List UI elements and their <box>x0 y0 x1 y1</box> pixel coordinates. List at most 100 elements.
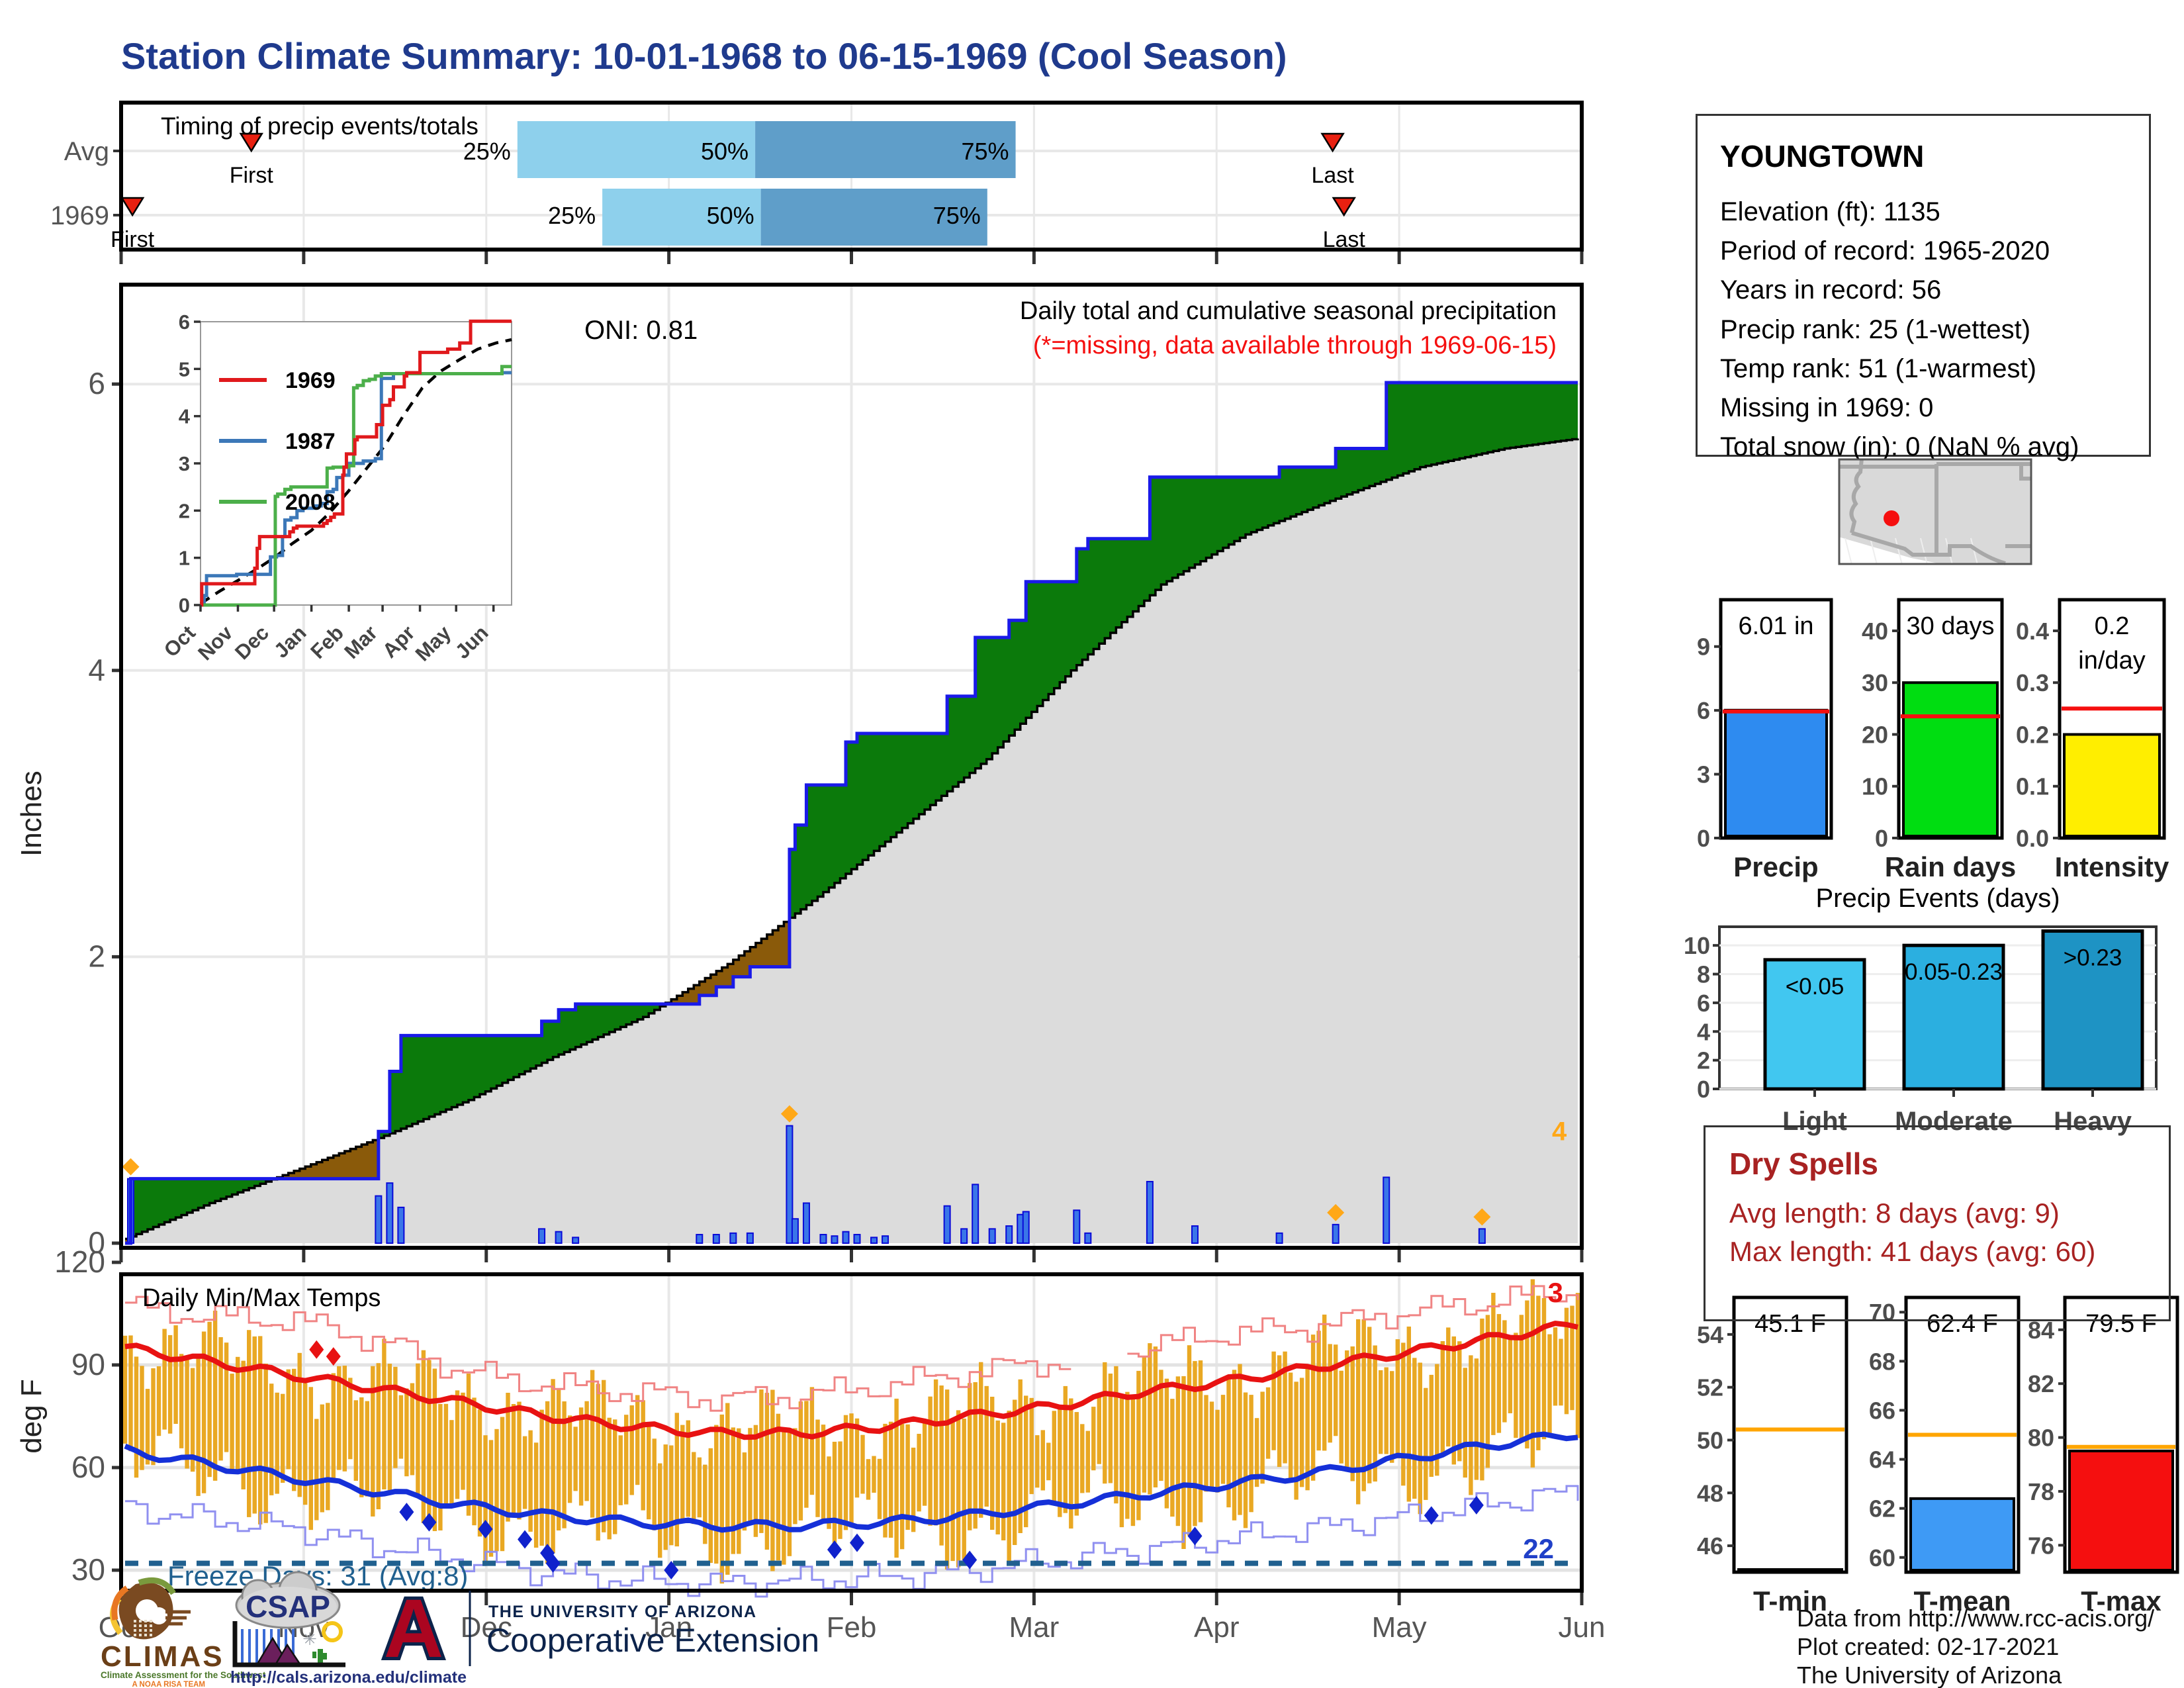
svg-text:82: 82 <box>2028 1370 2054 1397</box>
climas-sub: A NOAA RISA TEAM <box>132 1681 205 1688</box>
record-low-marker <box>827 1540 842 1559</box>
missing-flag-diamond <box>1327 1203 1345 1221</box>
svg-text:5: 5 <box>179 357 190 381</box>
svg-text:54: 54 <box>1697 1321 1723 1348</box>
month-label: Jan <box>645 1611 692 1644</box>
mini-xlabel-precip: Precip <box>1733 851 1818 882</box>
svg-text:52: 52 <box>1697 1374 1723 1401</box>
row-label: Avg <box>64 137 109 166</box>
event-range-label: >0.23 <box>2064 945 2122 971</box>
last-event-marker <box>1320 132 1345 153</box>
record-low-line <box>125 1485 1579 1598</box>
month-label: Mar <box>1009 1611 1059 1644</box>
mini-chart-t-min: 46 48 50 52 54 45.1 F T-min <box>1697 1295 1848 1617</box>
main-chart-subtitle: (*=missing, data available through 1969-… <box>1033 332 1557 359</box>
daily-precip-bars <box>122 1105 1491 1244</box>
svg-text:40: 40 <box>1862 618 1888 645</box>
svg-text:8: 8 <box>1697 961 1710 988</box>
inset-average-line <box>199 338 512 605</box>
station-info-line: Precip rank: 25 (1-wettest) <box>1720 314 2031 344</box>
mini-bar-t-max <box>2068 1449 2174 1571</box>
record-low-marker <box>545 1554 561 1573</box>
event-range-label: <0.05 <box>1786 974 1844 1000</box>
record-low-count: 22 <box>1523 1533 1554 1564</box>
map-border <box>1838 458 2032 565</box>
svg-text:2: 2 <box>179 499 190 522</box>
svg-text:60: 60 <box>71 1450 105 1484</box>
svg-text:3: 3 <box>179 452 190 475</box>
record-low-marker <box>1424 1506 1439 1525</box>
station-info-line: Missing in 1969: 0 <box>1720 393 1934 422</box>
mini-xlabel-t-max: T-max <box>2081 1585 2161 1617</box>
record-high-count: 3 <box>1548 1277 1563 1308</box>
missing-flag-diamond <box>780 1105 798 1123</box>
record-low-marker <box>1187 1526 1203 1546</box>
svg-text:2: 2 <box>1697 1047 1710 1074</box>
svg-text:0.1: 0.1 <box>2016 773 2049 800</box>
svg-text:46: 46 <box>1697 1532 1723 1560</box>
month-label: Apr <box>1194 1611 1239 1644</box>
station-info-line: Years in record: 56 <box>1720 275 1942 305</box>
station-dot <box>1884 510 1899 526</box>
main-x-ticks <box>119 1248 1584 1262</box>
svg-text:Mar: Mar <box>340 621 382 663</box>
average-cumulative-outline <box>125 438 1579 1241</box>
svg-text:0.3: 0.3 <box>2016 669 2049 696</box>
svg-text:6: 6 <box>88 366 105 400</box>
station-info-box: YOUNGTOWN Elevation (ft): 1135 Period of … <box>1696 114 2151 461</box>
record-high-line <box>125 1285 1579 1412</box>
dry-spells-line: Avg length: 8 days (avg: 9) <box>1729 1197 2060 1229</box>
event-category-label: Moderate <box>1895 1107 2013 1136</box>
map-ocean <box>1839 537 1944 565</box>
average-high-line <box>124 1321 1578 1440</box>
station-name: YOUNGTOWN <box>1720 139 1925 173</box>
cumulative-precip-inset-chart: 0123456OctNovDecJanFebMarAprMayJun196919… <box>159 310 512 666</box>
mini-xlabel-t-min: T-min <box>1753 1585 1827 1617</box>
svg-text:120: 120 <box>54 1244 105 1279</box>
climas-tagline: Climate Assessment for the Southwest <box>101 1670 266 1680</box>
record-low-marker <box>1469 1495 1484 1515</box>
station-location-map <box>1838 458 2032 565</box>
record-low-marker <box>850 1533 865 1552</box>
pct-label: 25% <box>463 138 511 165</box>
event-bar-Moderate <box>1902 943 2005 1091</box>
first-event-label: First <box>230 163 274 188</box>
station-info-line: Elevation (ft): 1135 <box>1720 197 1940 226</box>
mini-xlabel-intensity: Intensity <box>2055 851 2169 882</box>
svg-text:78: 78 <box>2028 1478 2054 1505</box>
inset-legend-label: 2008 <box>285 490 336 515</box>
inset-2008-line <box>201 365 512 607</box>
svg-text:✳: ✳ <box>302 1629 317 1649</box>
page-title: Station Climate Summary: 10-01-1968 to 0… <box>121 35 1287 77</box>
daily-temp-range-bars <box>122 1279 1580 1584</box>
station-info-line: Temp rank: 51 (1-warmest) <box>1720 353 2036 383</box>
temp-panel-border <box>119 1272 1584 1593</box>
event-bar-Heavy <box>2041 929 2144 1091</box>
svg-text:48: 48 <box>1697 1479 1723 1507</box>
climas-name: CLIMAS <box>101 1640 224 1673</box>
svg-text:4: 4 <box>88 653 105 687</box>
record-high-marker <box>326 1347 341 1366</box>
timing-panel-border <box>119 101 1584 252</box>
mini-value-rain-days: 30 days <box>1906 612 1994 640</box>
event-range-label: 0.05-0.23 <box>1905 959 2003 985</box>
main-y-axis-title: Inches <box>15 771 48 857</box>
average-cumulative-area <box>125 438 1578 1243</box>
svg-text:0: 0 <box>1697 825 1710 852</box>
mini-bar-t-mean <box>1909 1497 2015 1571</box>
svg-text:6: 6 <box>179 310 190 334</box>
csap-name: CSAP <box>246 1589 330 1624</box>
svg-text:0: 0 <box>88 1225 105 1260</box>
svg-text:2: 2 <box>88 939 105 973</box>
mini-value-t-min: 45.1 F <box>1754 1310 1826 1338</box>
main-y-axis: 0 2 4 6 Inches <box>15 366 121 1260</box>
svg-text:64: 64 <box>1869 1446 1895 1474</box>
month-label: May <box>1372 1611 1427 1644</box>
flag-count-label: 4 <box>1552 1117 1567 1146</box>
timing-row-Avg: 25% 50% 75% First Last Avg <box>64 121 1354 188</box>
svg-text:80: 80 <box>2028 1425 2054 1452</box>
